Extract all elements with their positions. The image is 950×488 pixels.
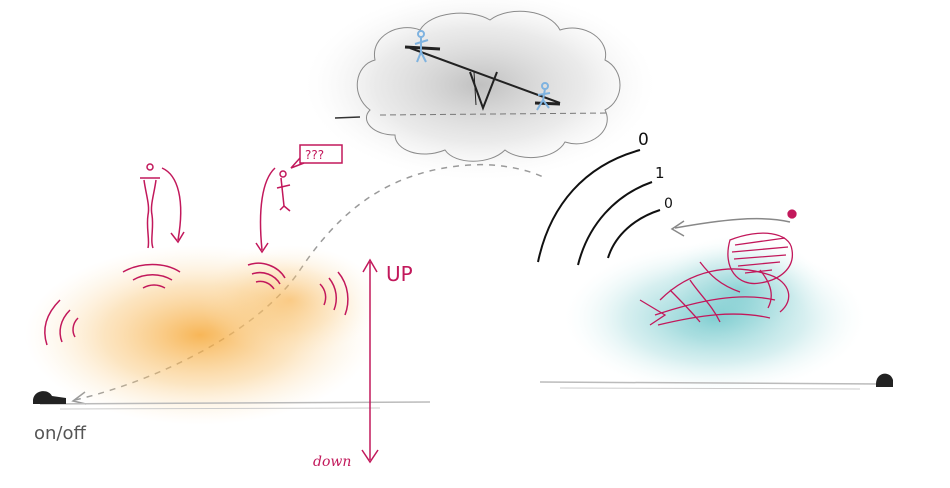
seesaw-rider-left: [414, 30, 429, 63]
crumpled-figure-scribble: [639, 209, 797, 326]
seesaw-drawing: [404, 30, 561, 111]
onoff-label: on/off: [34, 423, 86, 444]
sound-waves: [44, 262, 349, 346]
seesaw-value-mid-label: 1: [655, 164, 665, 182]
up-label: UP: [386, 262, 413, 286]
ground-line-left: [39, 401, 431, 405]
question-label: ???: [305, 148, 324, 162]
falling-figure-left: [140, 163, 185, 249]
seesaw-rider-right: [536, 82, 551, 111]
confused-figure: [255, 167, 291, 254]
power-button-left: [33, 391, 66, 404]
gray-pointer-arrow: [670, 217, 791, 237]
signal-arcs: [537, 149, 661, 266]
ground-line-right: [539, 381, 881, 385]
seesaw-value-high-label: 0: [638, 130, 649, 150]
orange-cloud: [25, 245, 380, 425]
down-label: down: [313, 454, 351, 470]
question-bubble: ???: [290, 144, 343, 169]
up-down-arrow: [361, 258, 379, 464]
seesaw-value-low-label: 0: [664, 196, 673, 212]
thought-cloud: [305, 0, 655, 180]
power-button-right: [876, 373, 893, 387]
